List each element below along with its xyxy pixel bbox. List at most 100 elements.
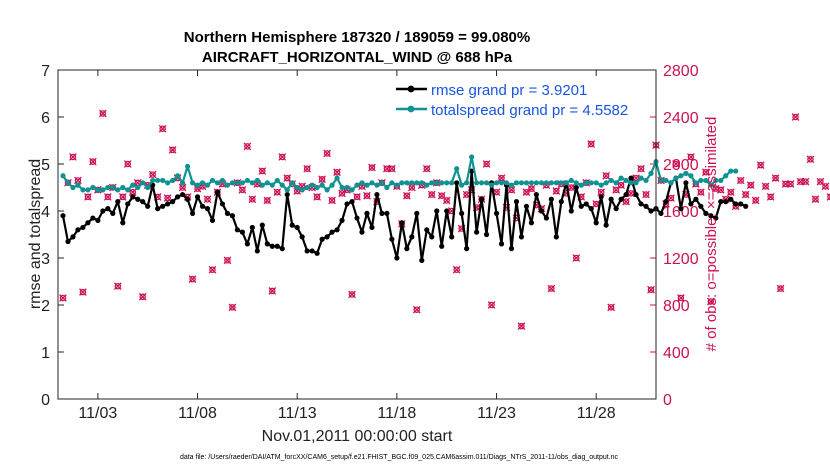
- y-right-tick-label: 2800: [663, 63, 699, 80]
- obs-count-point: [741, 190, 750, 199]
- rmse-point: [115, 199, 121, 205]
- obs-possible-marker: [707, 298, 715, 305]
- obs-count-point: [642, 190, 650, 199]
- rmse-point: [478, 196, 485, 202]
- obs-possible-marker: [727, 188, 735, 196]
- obs-possible-marker: [453, 266, 460, 273]
- obs-count-point: [223, 256, 232, 265]
- obs-possible-marker: [762, 183, 769, 190]
- rmse-point: [693, 196, 699, 202]
- obs-possible-marker: [612, 186, 620, 194]
- obs-possible-marker: [388, 165, 396, 172]
- totalspread-point: [379, 180, 385, 186]
- obs-possible-marker: [338, 190, 346, 197]
- totalspread-point: [498, 180, 505, 186]
- rmse-point: [229, 213, 236, 219]
- obs-possible-marker: [403, 192, 411, 199]
- rmse-point: [683, 180, 689, 186]
- totalspread-point: [269, 182, 275, 188]
- x-tick-label: 11/03: [78, 405, 117, 422]
- obs-count-point: [567, 183, 576, 192]
- obs-assimilated-marker: [103, 193, 112, 201]
- obs-count-point: [79, 288, 87, 296]
- totalspread-point: [648, 170, 654, 176]
- totalspread-point: [558, 180, 564, 186]
- obs-possible-marker: [637, 165, 645, 172]
- rmse-point: [189, 210, 196, 216]
- obs-possible-marker: [802, 178, 809, 185]
- obs-possible-marker: [518, 322, 525, 330]
- obs-assimilated-marker: [353, 193, 361, 201]
- totalspread-point: [608, 177, 614, 184]
- obs-assimilated-marker: [642, 190, 650, 199]
- totalspread-point: [444, 180, 450, 186]
- obs-assimilated-marker: [273, 188, 282, 197]
- obs-count-point: [442, 196, 451, 205]
- totalspread-point: [538, 180, 544, 186]
- obs-assimilated-marker: [597, 188, 606, 197]
- rmse-point: [110, 210, 116, 216]
- rmse-point: [249, 224, 255, 231]
- totalspread-point: [673, 175, 679, 181]
- rmse-point: [65, 238, 71, 245]
- rmse-point: [628, 175, 634, 181]
- rmse-point: [723, 199, 729, 205]
- obs-possible-marker: [607, 304, 615, 311]
- rmse-point: [259, 222, 265, 228]
- rmse-point: [598, 194, 604, 200]
- obs-possible-marker: [104, 193, 112, 201]
- totalspread-point: [623, 177, 629, 184]
- rmse-point: [578, 203, 584, 209]
- rmse-point: [344, 201, 350, 207]
- y-right-tick-label: 400: [663, 345, 690, 362]
- rmse-point: [329, 229, 335, 235]
- plot-frame: [57, 69, 657, 400]
- rmse-point: [75, 227, 81, 233]
- obs-count-point: [368, 163, 376, 172]
- totalspread-point: [75, 182, 81, 188]
- obs-assimilated-marker: [278, 153, 287, 161]
- obs-possible-marker: [742, 191, 749, 198]
- totalspread-point: [703, 177, 709, 184]
- rmse-point: [708, 213, 714, 219]
- rmse-point: [95, 217, 101, 223]
- totalspread-point: [483, 180, 490, 186]
- totalspread-point: [254, 177, 260, 184]
- totalspread-point: [523, 180, 530, 186]
- obs-possible-marker: [249, 195, 256, 203]
- obs-assimilated-marker: [786, 180, 795, 188]
- obs-assimilated-marker: [422, 164, 431, 173]
- obs-assimilated-marker: [602, 171, 611, 180]
- obs-assimilated-marker: [572, 254, 581, 262]
- rmse-point: [349, 199, 355, 205]
- x-tick-label: 11/23: [477, 405, 516, 422]
- obs-count-point: [826, 193, 830, 201]
- totalspread-point: [414, 180, 420, 186]
- obs-count-point: [672, 160, 680, 168]
- rmse-point: [234, 227, 240, 233]
- obs-possible-marker: [602, 172, 610, 179]
- rmse-point: [264, 241, 270, 247]
- rmse-point: [603, 222, 609, 228]
- totalspread-point: [110, 184, 116, 191]
- totalspread-line: [62, 155, 736, 191]
- obs-assimilated-marker: [821, 182, 830, 191]
- totalspread-point: [239, 180, 245, 186]
- obs-assimilated-marker: [128, 188, 137, 197]
- obs-count-point: [627, 189, 635, 198]
- obs-count-point: [572, 254, 581, 262]
- legend-rmse-label: rmse grand pr = 3.9201: [431, 82, 587, 99]
- obs-assimilated-marker: [766, 193, 775, 201]
- obs-possible-marker: [677, 294, 685, 302]
- obs-possible-marker: [229, 304, 236, 311]
- obs-count-point: [333, 168, 341, 177]
- rmse-point: [648, 208, 654, 214]
- obs-count-point: [607, 303, 616, 312]
- obs-assimilated-marker: [701, 168, 710, 177]
- totalspread-point: [464, 180, 470, 186]
- totalspread-point: [603, 180, 609, 186]
- obs-count-point: [746, 181, 755, 190]
- totalspread-point: [424, 182, 430, 188]
- totalspread-point: [179, 180, 186, 186]
- rmse-point: [593, 220, 599, 226]
